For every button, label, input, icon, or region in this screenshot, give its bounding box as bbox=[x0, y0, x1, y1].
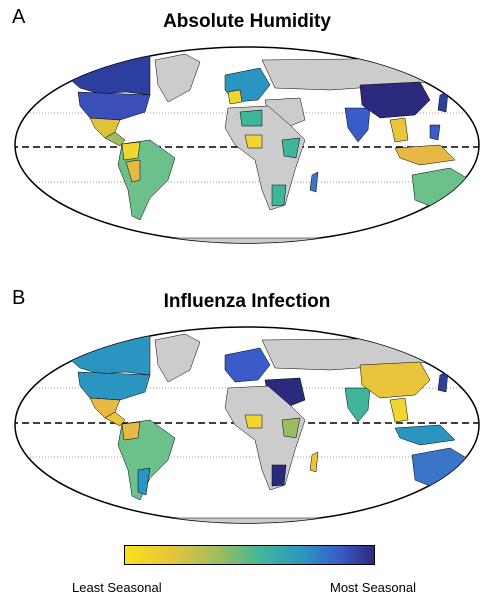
region-greenland bbox=[154, 333, 201, 383]
legend-high-label: Most Seasonal bbox=[330, 580, 416, 595]
region-central-america bbox=[104, 411, 126, 427]
region-west-africa bbox=[244, 414, 263, 429]
region-algeria bbox=[239, 109, 263, 127]
region-chile-argentina bbox=[137, 467, 151, 496]
region-new-zealand bbox=[462, 209, 473, 223]
region-indonesia bbox=[394, 144, 456, 166]
region-madagascar bbox=[309, 451, 319, 473]
region-new-zealand bbox=[462, 489, 473, 503]
region-spain bbox=[227, 89, 243, 105]
region-antarctica bbox=[39, 237, 461, 243]
panel-a-title: Absolute Humidity bbox=[163, 11, 331, 32]
region-south-africa bbox=[271, 464, 287, 487]
region-peru bbox=[125, 159, 141, 183]
region-colombia bbox=[121, 421, 141, 441]
region-central-america bbox=[104, 131, 126, 147]
region-greenland bbox=[154, 53, 201, 103]
region-philippines bbox=[429, 124, 441, 141]
region-madagascar bbox=[309, 171, 319, 193]
region-west-africa bbox=[244, 134, 263, 149]
region-southeast-asia bbox=[389, 117, 409, 143]
region-south-africa bbox=[271, 184, 287, 207]
panel-b-title: Influenza Infection bbox=[163, 291, 331, 312]
region-east-africa bbox=[281, 417, 301, 439]
region-africa bbox=[224, 105, 306, 211]
panel-b-letter: B bbox=[12, 287, 26, 309]
region-colombia bbox=[121, 141, 141, 161]
map-influenza-infection bbox=[14, 326, 480, 524]
map-absolute-humidity bbox=[14, 46, 480, 244]
region-europe bbox=[224, 347, 271, 383]
panel-a-letter: A bbox=[12, 6, 26, 28]
region-china bbox=[359, 81, 431, 119]
region-china bbox=[359, 361, 431, 399]
legend-low-label: Least Seasonal bbox=[72, 580, 162, 595]
region-africa bbox=[224, 385, 306, 491]
region-antarctica bbox=[39, 517, 461, 523]
region-southeast-asia bbox=[389, 397, 409, 423]
region-east-africa bbox=[281, 137, 301, 159]
region-indonesia bbox=[394, 424, 456, 446]
region-south-america bbox=[117, 139, 176, 221]
seasonality-colorbar bbox=[124, 545, 375, 565]
